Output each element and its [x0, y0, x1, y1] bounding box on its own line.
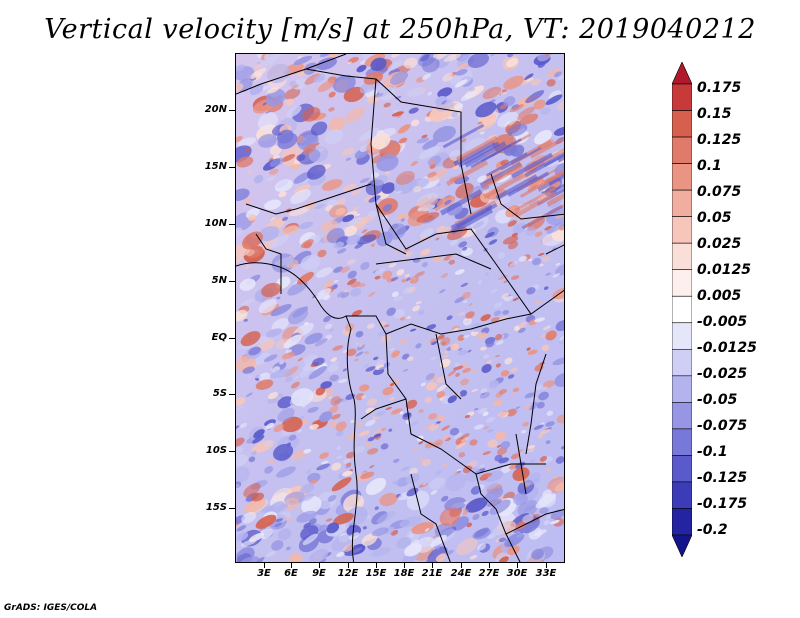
colorbar-segment [672, 428, 692, 456]
lon-tick [432, 563, 433, 568]
colorbar-label: 0.1 [697, 158, 722, 174]
colorbar-segment [672, 402, 692, 430]
colorbar-segment [672, 269, 692, 297]
lon-tick [319, 563, 320, 568]
colorbar-segment [672, 163, 692, 191]
colorbar-label: -0.175 [697, 496, 748, 512]
map-panel [235, 53, 565, 563]
lon-tick [376, 563, 377, 568]
lon-tick [404, 563, 405, 568]
colorbar-segment [672, 322, 692, 350]
lon-tick [291, 563, 292, 568]
lat-label: 20N [204, 104, 227, 115]
colorbar-label: 0.15 [697, 106, 732, 122]
lat-tick [229, 394, 235, 395]
colorbar-label: 0.05 [697, 210, 732, 226]
plot-title: Vertical velocity [m/s] at 250hPa, VT: 2… [44, 14, 756, 45]
lon-label: 3E [257, 568, 271, 579]
lon-label: 33E [535, 568, 557, 579]
colorbar-label: 0.025 [697, 236, 742, 252]
colorbar-label: 0.075 [697, 184, 742, 200]
velocity-field [236, 54, 564, 562]
colorbar-label: 0.175 [697, 80, 742, 96]
lon-label: 18E [393, 568, 415, 579]
colorbar-label: -0.0125 [697, 340, 757, 356]
lon-label: 15E [365, 568, 387, 579]
lat-tick [229, 451, 235, 452]
colorbar-label: -0.075 [697, 418, 748, 434]
colorbar-label: -0.005 [697, 314, 748, 330]
colorbar-label: 0.125 [697, 132, 742, 148]
lat-label: EQ [211, 332, 227, 343]
lat-tick [229, 338, 235, 339]
colorbar-segment [672, 189, 692, 217]
lon-label: 9E [312, 568, 326, 579]
colorbar-label: -0.2 [697, 522, 728, 538]
lon-label: 24E [450, 568, 472, 579]
colorbar-segment [672, 375, 692, 403]
lon-tick [264, 563, 265, 568]
lon-tick [461, 563, 462, 568]
lat-tick [229, 167, 235, 168]
colorbar-label: 0.005 [697, 288, 742, 304]
lon-label: 6E [284, 568, 298, 579]
lat-tick [229, 224, 235, 225]
lon-tick [546, 563, 547, 568]
colorbar-segment [672, 508, 692, 536]
lat-tick [229, 110, 235, 111]
lon-label: 21E [421, 568, 443, 579]
colorbar-segment [672, 534, 692, 557]
lat-label: 5N [211, 275, 227, 286]
colorbar-label: -0.1 [697, 444, 728, 460]
lat-tick [229, 508, 235, 509]
lat-label: 15S [205, 502, 227, 513]
lat-label: 15N [204, 161, 227, 172]
lat-label: 10S [205, 445, 227, 456]
lat-label: 5S [212, 388, 227, 399]
lat-tick [229, 281, 235, 282]
lon-tick [489, 563, 490, 568]
colorbar-segment [672, 242, 692, 271]
colorbar-label: -0.125 [697, 470, 748, 486]
colorbar-segment [672, 83, 692, 111]
colorbar-segment [672, 216, 692, 244]
footer-credit: GrADS: IGES/COLA [4, 603, 98, 613]
lon-tick [348, 563, 349, 568]
colorbar-segment [672, 295, 692, 324]
lon-label: 12E [337, 568, 359, 579]
colorbar-segment [672, 136, 692, 164]
colorbar [672, 62, 692, 557]
colorbar-label: -0.025 [697, 366, 748, 382]
lat-label: 10N [204, 218, 227, 229]
colorbar-segment [672, 110, 692, 138]
lon-tick [517, 563, 518, 568]
colorbar-segment [672, 62, 692, 85]
colorbar-segment [672, 455, 692, 483]
colorbar-label: 0.0125 [697, 262, 752, 278]
country-borders [236, 54, 564, 562]
colorbar-label: -0.05 [697, 392, 738, 408]
colorbar-segment [672, 481, 692, 509]
lon-label: 27E [478, 568, 500, 579]
colorbar-segment [672, 348, 692, 377]
lon-label: 30E [506, 568, 528, 579]
